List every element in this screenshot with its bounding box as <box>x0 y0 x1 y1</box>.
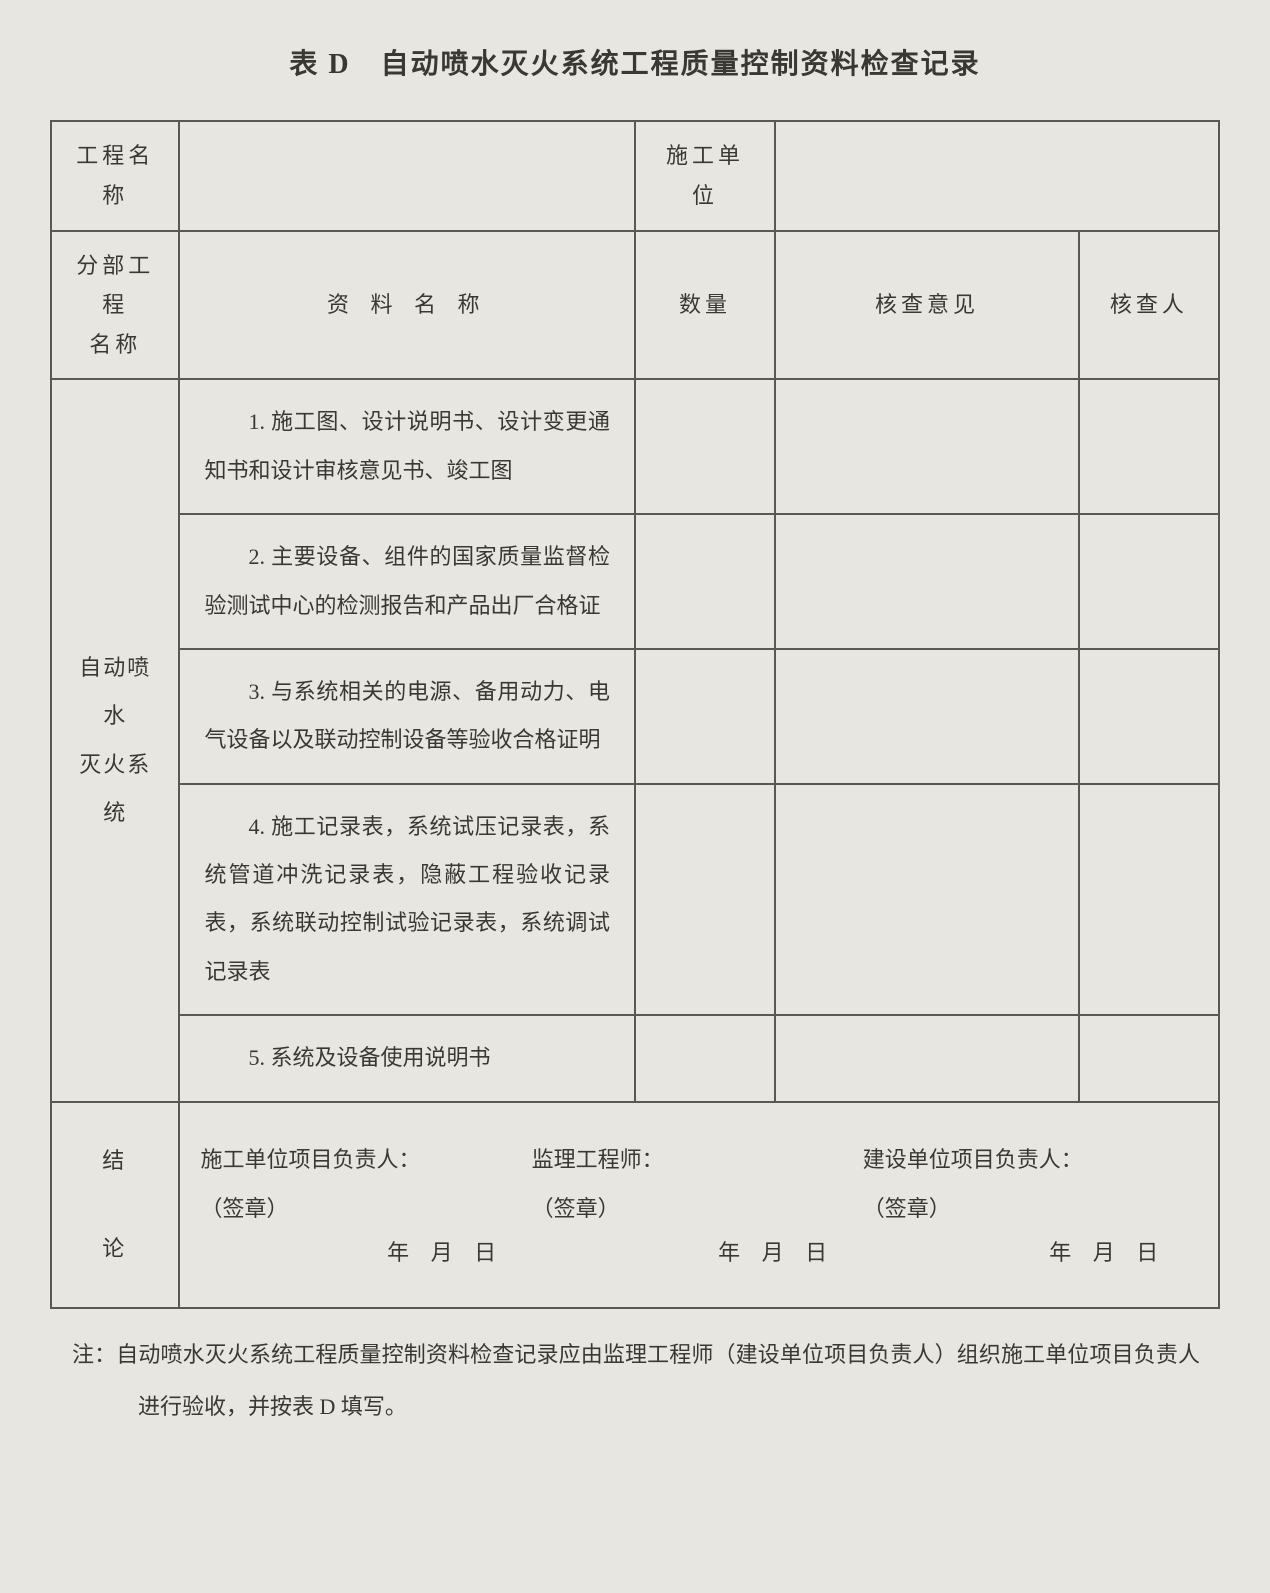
sig-construction-stamp: （签章） <box>200 1185 516 1233</box>
opinion-3 <box>775 649 1079 784</box>
reviewer-1 <box>1079 379 1219 514</box>
item-5: 5. 系统及设备使用说明书 <box>179 1015 635 1101</box>
reviewer-4 <box>1079 784 1219 1016</box>
item-3: 3. 与系统相关的电源、备用动力、电气设备以及联动控制设备等验收合格证明 <box>179 649 635 784</box>
data-row-2: 2. 主要设备、组件的国家质量监督检验测试中心的检测报告和产品出厂合格证 <box>51 514 1219 649</box>
sig-construction-role: 施工单位项目负责人： <box>200 1136 516 1184</box>
table-title: 表 D 自动喷水灭火系统工程质量控制资料检查记录 <box>50 40 1220 90</box>
sig-supervisor-date: 年 月 日 <box>532 1233 848 1273</box>
sig-owner-role: 建设单位项目负责人： <box>863 1136 1179 1184</box>
item-1: 1. 施工图、设计说明书、设计变更通知书和设计审核意见书、竣工图 <box>179 379 635 514</box>
item-4: 4. 施工记录表，系统试压记录表，系统管道冲洗记录表，隐蔽工程验收记录表，系统联… <box>179 784 635 1016</box>
header-material-name: 资 料 名 称 <box>179 231 635 380</box>
header-subproject-name: 分部工程 名称 <box>51 231 179 380</box>
item-2: 2. 主要设备、组件的国家质量监督检验测试中心的检测报告和产品出厂合格证 <box>179 514 635 649</box>
quantity-4 <box>635 784 775 1016</box>
data-row-3: 3. 与系统相关的电源、备用动力、电气设备以及联动控制设备等验收合格证明 <box>51 649 1219 784</box>
quantity-2 <box>635 514 775 649</box>
header-review-opinion: 核查意见 <box>775 231 1079 380</box>
row-label-system: 自动喷水 灭火系统 <box>51 379 179 1101</box>
header-reviewer: 核查人 <box>1079 231 1219 380</box>
opinion-2 <box>775 514 1079 649</box>
sig-supervisor-stamp: （签章） <box>532 1185 848 1233</box>
conclusion-row: 结 论 施工单位项目负责人： （签章） 年 月 日 监理工程师： （签章） 年 … <box>51 1102 1219 1308</box>
header-construction-unit: 施工单位 <box>635 121 775 230</box>
signature-owner: 建设单位项目负责人： （签章） 年 月 日 <box>853 1136 1179 1272</box>
opinion-5 <box>775 1015 1079 1101</box>
header-row-2: 分部工程 名称 资 料 名 称 数量 核查意见 核查人 <box>51 231 1219 380</box>
sig-supervisor-role: 监理工程师： <box>532 1136 848 1184</box>
signature-construction: 施工单位项目负责人： （签章） 年 月 日 <box>190 1136 516 1272</box>
reviewer-5 <box>1079 1015 1219 1101</box>
data-row-4: 4. 施工记录表，系统试压记录表，系统管道冲洗记录表，隐蔽工程验收记录表，系统联… <box>51 784 1219 1016</box>
reviewer-2 <box>1079 514 1219 649</box>
sig-owner-stamp: （签章） <box>863 1185 1179 1233</box>
conclusion-label: 结 论 <box>51 1102 179 1308</box>
cell-construction-unit-value <box>775 121 1219 230</box>
opinion-4 <box>775 784 1079 1016</box>
signature-area: 施工单位项目负责人： （签章） 年 月 日 监理工程师： （签章） 年 月 日 … <box>179 1102 1219 1308</box>
sig-owner-date: 年 月 日 <box>863 1233 1179 1273</box>
cell-project-name-value <box>179 121 635 230</box>
data-row-1: 自动喷水 灭火系统 1. 施工图、设计说明书、设计变更通知书和设计审核意见书、竣… <box>51 379 1219 514</box>
quantity-5 <box>635 1015 775 1101</box>
signature-supervisor: 监理工程师： （签章） 年 月 日 <box>522 1136 848 1272</box>
data-row-5: 5. 系统及设备使用说明书 <box>51 1015 1219 1101</box>
quantity-1 <box>635 379 775 514</box>
header-project-name: 工程名称 <box>51 121 179 230</box>
quantity-3 <box>635 649 775 784</box>
reviewer-3 <box>1079 649 1219 784</box>
inspection-table: 工程名称 施工单位 分部工程 名称 资 料 名 称 数量 核查意见 核查人 自动… <box>50 120 1220 1308</box>
header-row-1: 工程名称 施工单位 <box>51 121 1219 230</box>
header-quantity: 数量 <box>635 231 775 380</box>
sig-construction-date: 年 月 日 <box>200 1233 516 1273</box>
footnote: 注：自动喷水灭火系统工程质量控制资料检查记录应由监理工程师（建设单位项目负责人）… <box>50 1329 1220 1435</box>
opinion-1 <box>775 379 1079 514</box>
